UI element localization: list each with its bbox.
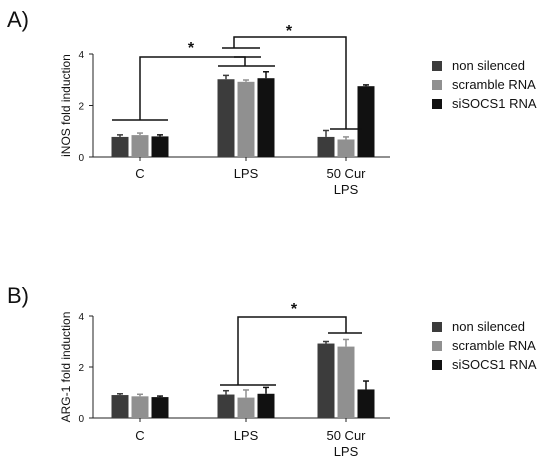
y-tick-label: 4 <box>78 50 84 61</box>
bar <box>337 346 355 418</box>
significance-bracket <box>139 56 246 120</box>
y-axis-title: ARG-1 fold induction <box>59 312 73 423</box>
bar <box>317 343 335 418</box>
bar <box>237 397 255 418</box>
x-tick-label: 50 Cur <box>326 166 366 181</box>
legend-label: scramble RNA <box>452 77 536 92</box>
x-tick-label: LPS <box>234 428 259 443</box>
legend-label: non silenced <box>452 58 525 73</box>
y-tick-label: 2 <box>78 102 84 113</box>
y-tick-label: 0 <box>78 414 84 425</box>
bar <box>151 397 169 418</box>
x-tick-label: LPS <box>234 166 259 181</box>
legend-swatch <box>432 99 442 109</box>
bar <box>317 136 335 157</box>
x-tick-label: C <box>135 166 144 181</box>
legend-swatch <box>432 360 442 370</box>
x-tick-label: LPS <box>334 182 359 197</box>
bar <box>111 395 129 418</box>
x-tick-label: LPS <box>334 444 359 459</box>
legend-label: scramble RNA <box>452 338 536 353</box>
bar <box>257 393 275 418</box>
bar <box>357 389 375 418</box>
x-tick-label: C <box>135 428 144 443</box>
y-tick-label: 4 <box>78 312 84 323</box>
y-axis-title: iNOS fold induction <box>59 54 73 157</box>
bar <box>217 394 235 418</box>
bar <box>357 86 375 157</box>
legend-swatch <box>432 341 442 351</box>
legend-swatch <box>432 61 442 71</box>
y-tick-label: 0 <box>78 153 84 164</box>
bar <box>151 136 169 157</box>
legend-label: siSOCS1 RNA <box>452 96 537 111</box>
y-tick-label: 2 <box>78 363 84 374</box>
significance-star: * <box>188 40 195 57</box>
significance-star: * <box>286 23 293 40</box>
significance-star: * <box>291 301 298 318</box>
panel-label: A) <box>7 7 29 32</box>
legend-swatch <box>432 80 442 90</box>
legend-swatch <box>432 322 442 332</box>
bar <box>131 396 149 418</box>
bar <box>337 139 355 157</box>
legend-label: siSOCS1 RNA <box>452 357 537 372</box>
bar <box>257 78 275 157</box>
panel-label: B) <box>7 283 29 308</box>
bar <box>131 135 149 157</box>
bar <box>111 136 129 157</box>
significance-bracket <box>233 36 347 129</box>
bar <box>217 79 235 157</box>
bar <box>237 81 255 157</box>
significance-bracket <box>237 316 347 385</box>
x-tick-label: 50 Cur <box>326 428 366 443</box>
legend-label: non silenced <box>452 319 525 334</box>
